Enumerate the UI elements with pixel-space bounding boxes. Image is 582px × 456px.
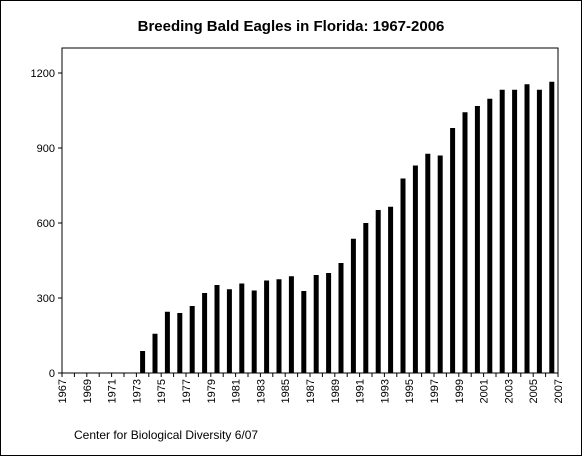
bar-2004 [524, 84, 530, 373]
x-tick-label: 1969 [82, 379, 94, 403]
x-tick-label: 1973 [131, 379, 143, 403]
x-tick-label: 1971 [107, 379, 119, 403]
x-tick-label: 1999 [454, 379, 466, 403]
bar-1976 [177, 313, 183, 373]
x-tick-label: 1997 [429, 379, 441, 403]
y-tick-label: 300 [37, 293, 55, 305]
bar-1990 [350, 238, 356, 373]
bar-1982 [251, 290, 257, 373]
bar-1995 [412, 165, 418, 373]
bar-2001 [487, 98, 493, 373]
x-tick-label: 1991 [355, 379, 367, 403]
bar-1992 [375, 210, 381, 373]
x-tick-label: 1977 [181, 379, 193, 403]
bar-1998 [450, 128, 456, 373]
bar-2002 [499, 89, 505, 373]
x-tick-label: 1983 [255, 379, 267, 403]
bar-1983 [264, 280, 270, 373]
bar-1975 [164, 311, 170, 373]
chart-title: Breeding Bald Eagles in Florida: 1967-20… [137, 18, 445, 35]
bar-1988 [326, 273, 332, 373]
x-tick-label: 1979 [206, 379, 218, 403]
bar-2000 [474, 106, 480, 373]
bar-1991 [363, 223, 369, 373]
bar-1973 [140, 351, 146, 373]
bar-2003 [512, 89, 518, 373]
bar-1996 [425, 153, 431, 373]
x-tick-label: 2001 [479, 379, 491, 403]
x-tick-label: 1995 [404, 379, 416, 403]
bar-1981 [239, 283, 245, 373]
bar-1986 [301, 291, 307, 373]
x-tick-label: 1967 [57, 379, 69, 403]
bar-2006 [549, 81, 555, 373]
bar-1974 [152, 333, 158, 373]
y-tick-label: 1200 [31, 68, 55, 80]
bar-1997 [437, 155, 443, 373]
plot-area-border [61, 47, 559, 374]
x-tick-label: 1987 [305, 379, 317, 403]
bar-2005 [536, 89, 542, 373]
bar-1989 [338, 263, 344, 373]
bar-1987 [313, 275, 319, 373]
x-tick-label: 1975 [156, 379, 168, 403]
y-tick-label: 600 [37, 218, 55, 230]
x-tick-label: 1993 [379, 379, 391, 403]
bar-1978 [202, 293, 208, 373]
bar-1985 [288, 276, 294, 373]
x-tick-label: 2007 [553, 379, 565, 403]
x-tick-label: 1981 [231, 379, 243, 403]
bar-1994 [400, 178, 406, 373]
y-tick-label: 0 [49, 368, 55, 380]
bar-1977 [189, 306, 195, 373]
x-tick-label: 2003 [503, 379, 515, 403]
bar-1980 [226, 289, 232, 373]
bar-1993 [388, 206, 394, 373]
x-tick-label: 2005 [528, 379, 540, 403]
bar-1999 [462, 112, 468, 373]
source-credit: Center for Biological Diversity 6/07 [74, 428, 259, 442]
bar-1984 [276, 279, 282, 373]
x-tick-label: 1989 [330, 379, 342, 403]
y-tick-label: 900 [37, 143, 55, 155]
bar-1979 [214, 285, 220, 373]
x-tick-label: 1985 [280, 379, 292, 403]
